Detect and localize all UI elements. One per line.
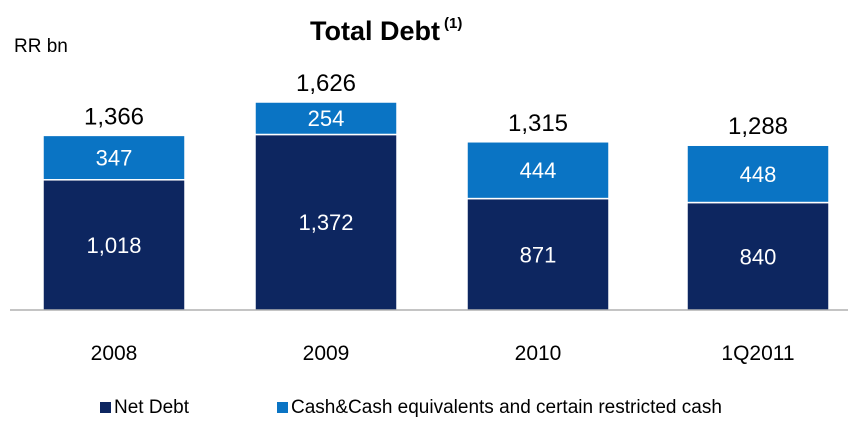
bars-group: 1,018 347 1,366 1,372 254 1,626 871 444 1,315 840… [42, 70, 830, 311]
chart-title: Total Debt [310, 16, 440, 46]
total-label: 1,366 [84, 103, 144, 130]
bar-cash [466, 141, 610, 200]
x-tick-label: 2008 [91, 342, 138, 365]
data-label-cash: 254 [308, 106, 345, 131]
x-tick-label: 2009 [303, 342, 350, 365]
bar-net-debt [42, 179, 186, 311]
x-tick-label: 2010 [515, 342, 562, 365]
data-label-net-debt: 840 [740, 244, 777, 269]
legend-swatch-net-debt [100, 402, 111, 413]
bar-cash [42, 134, 186, 181]
data-label-net-debt: 1,372 [298, 210, 353, 235]
data-label-cash: 444 [520, 158, 557, 183]
total-label: 1,315 [508, 110, 568, 137]
legend-swatch-cash [277, 402, 288, 413]
x-tick-label: 1Q2011 [721, 342, 794, 365]
total-label: 1,288 [728, 113, 788, 140]
bar-net-debt [466, 197, 610, 311]
total-label: 1,626 [296, 70, 356, 97]
chart-title-footnote: (1) [444, 15, 462, 32]
bar-cash [686, 144, 830, 204]
legend: Net Debt Cash&Cash equivalents and certai… [100, 397, 722, 418]
data-label-net-debt: 1,018 [86, 233, 141, 258]
data-label-cash: 448 [740, 162, 777, 187]
bar-cash [254, 101, 398, 136]
legend-label-cash: Cash&Cash equivalents and certain restri… [291, 397, 722, 418]
x-axis-labels: 2008 2009 2010 1Q2011 [91, 342, 795, 365]
data-label-cash: 347 [96, 146, 133, 171]
legend-label-net-debt: Net Debt [114, 397, 190, 418]
data-label-net-debt: 871 [520, 242, 557, 267]
unit-label: RR bn [14, 36, 68, 57]
